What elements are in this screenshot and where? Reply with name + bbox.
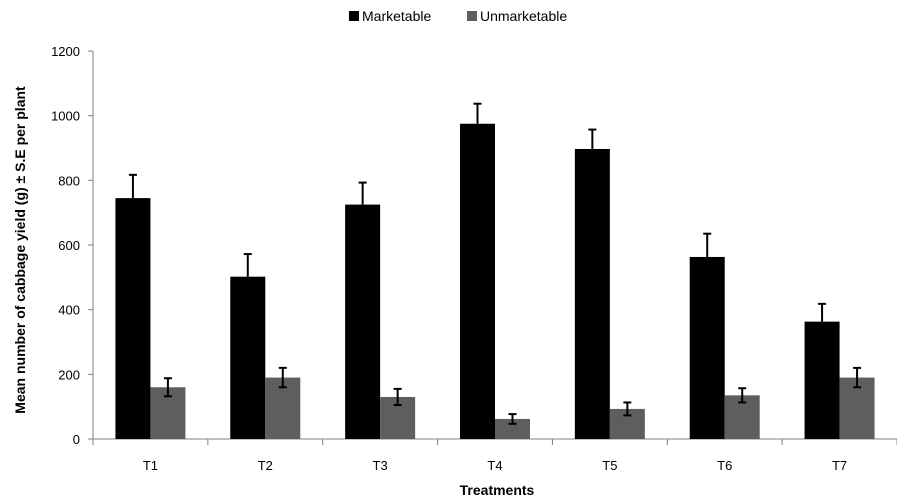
legend-swatch-unmarketable <box>467 11 477 21</box>
y-tick-label: 400 <box>58 303 80 318</box>
x-tick-label: T4 <box>487 458 502 473</box>
bar-marketable-t7 <box>804 321 840 439</box>
x-tick-label: T1 <box>143 458 158 473</box>
x-axis-title: Treatments <box>460 482 535 498</box>
x-tick-label: T7 <box>832 458 847 473</box>
bar-marketable-t5 <box>574 148 610 439</box>
legend-swatch-marketable <box>349 11 359 21</box>
y-tick-label: 800 <box>58 173 80 188</box>
x-tick-label: T2 <box>258 458 273 473</box>
x-axis-ticks: T1 T2 T3 T4 T5 T6 T7 <box>92 439 897 473</box>
x-tick-label: T3 <box>373 458 388 473</box>
y-tick-label: 0 <box>73 432 80 447</box>
error-bars <box>128 102 862 425</box>
bar-marketable-t1 <box>115 198 151 439</box>
y-tick-label: 1200 <box>51 44 80 59</box>
legend-label-marketable: Marketable <box>362 8 431 24</box>
y-tick-label: 1000 <box>51 109 80 124</box>
bar-marketable-t6 <box>689 256 725 439</box>
bar-unmarketable-t4 <box>495 418 530 439</box>
y-tick-label: 600 <box>58 238 80 253</box>
bar-marketable-t3 <box>345 204 381 439</box>
x-tick-label: T5 <box>602 458 617 473</box>
y-tick-label: 200 <box>58 367 80 382</box>
legend: Marketable Unmarketable <box>349 8 567 24</box>
bar-marketable-t4 <box>460 123 495 439</box>
x-tick-label: T6 <box>717 458 732 473</box>
bar-marketable-t2 <box>230 276 266 439</box>
legend-label-unmarketable: Unmarketable <box>480 8 567 24</box>
y-axis-title: Mean number of cabbage yield (g) ± S.E p… <box>12 86 28 414</box>
y-axis-ticks: 0 200 400 600 800 1000 1200 <box>51 44 93 447</box>
bars <box>115 123 875 439</box>
